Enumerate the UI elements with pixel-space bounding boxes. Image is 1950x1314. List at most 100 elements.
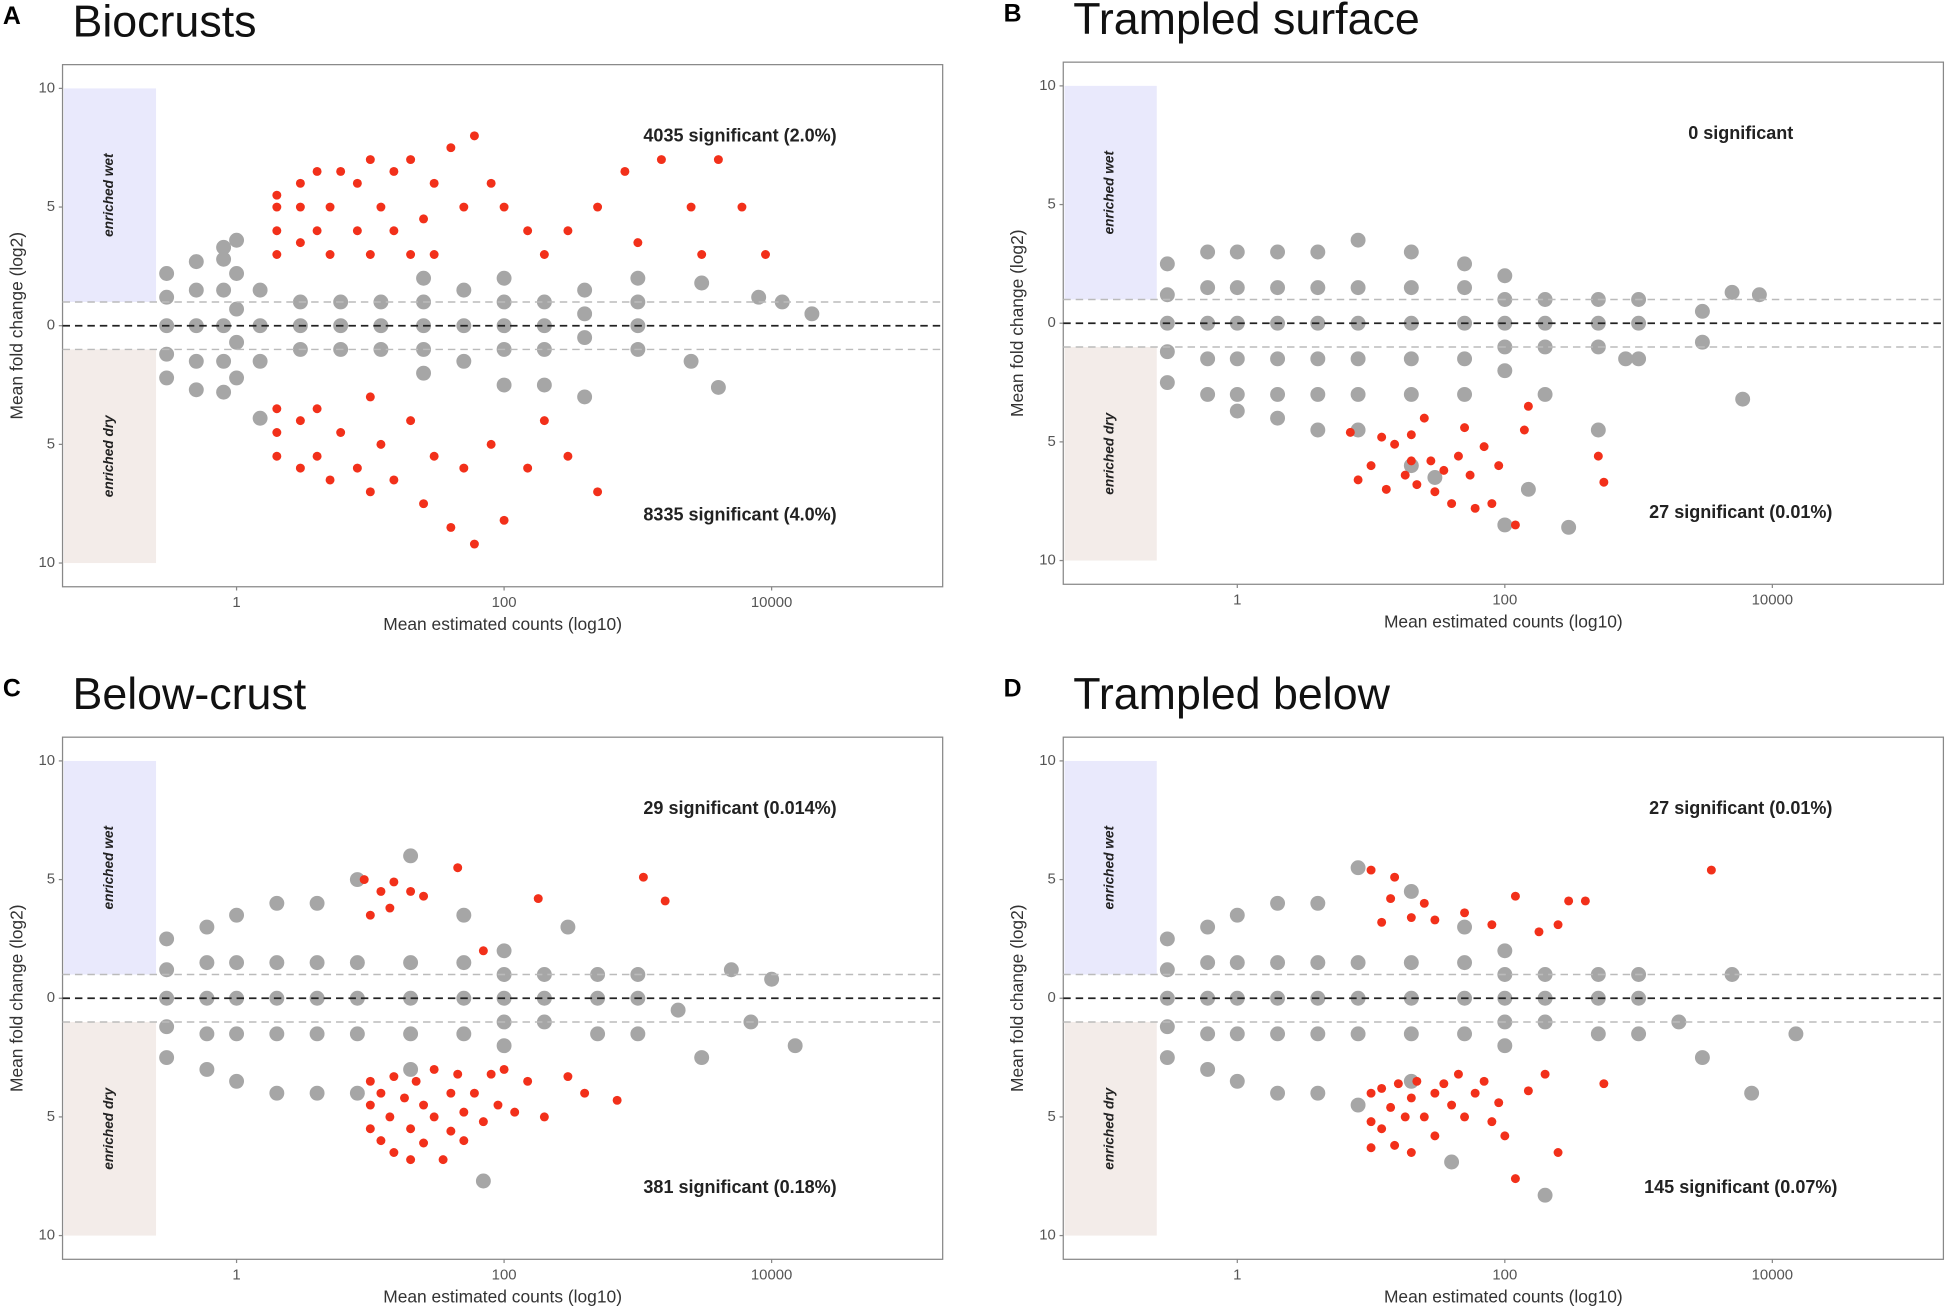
point — [1393, 1079, 1403, 1089]
point — [486, 439, 496, 449]
point — [295, 238, 305, 248]
point — [539, 1112, 549, 1122]
point — [1419, 413, 1429, 423]
point — [1310, 1085, 1326, 1101]
point — [486, 1069, 496, 1079]
point — [1200, 990, 1216, 1006]
point — [1403, 280, 1419, 296]
point — [389, 166, 399, 176]
point — [1229, 244, 1245, 260]
point — [272, 202, 282, 212]
point — [352, 178, 362, 188]
point — [1350, 386, 1366, 402]
point — [295, 463, 305, 473]
point — [1229, 403, 1245, 419]
point — [670, 1002, 686, 1018]
point — [1381, 484, 1391, 494]
point — [486, 178, 496, 188]
point — [686, 202, 696, 212]
x-tick-label: 1 — [232, 1267, 240, 1283]
point — [352, 463, 362, 473]
point — [359, 875, 369, 885]
point — [533, 894, 543, 904]
point — [1229, 1073, 1245, 1089]
point — [1430, 915, 1440, 925]
point — [336, 166, 346, 176]
point — [365, 392, 375, 402]
point — [539, 416, 549, 426]
point — [630, 270, 646, 286]
point — [1724, 284, 1740, 300]
annotation: 29 significant (0.014%) — [643, 798, 836, 818]
point — [1229, 280, 1245, 296]
y-axis-label: Mean fold change (log2) — [6, 232, 26, 420]
point — [229, 266, 245, 281]
point — [1457, 386, 1473, 402]
y-tick-label: 0 — [47, 318, 55, 334]
point — [325, 475, 335, 485]
band — [63, 88, 157, 302]
x-tick-label: 100 — [1492, 1267, 1517, 1283]
point — [389, 475, 399, 485]
panel: A Biocrusts enriched wet enriched dry 10 5 0 5 1… — [3, 0, 944, 634]
annotation: 27 significant (0.01%) — [1649, 502, 1832, 522]
point — [272, 451, 282, 461]
y-tick-label: 5 — [1048, 196, 1056, 212]
point — [456, 1026, 472, 1042]
point — [1534, 927, 1544, 937]
point — [159, 370, 175, 386]
point — [373, 294, 389, 310]
point — [1694, 303, 1710, 319]
annotation: 8335 significant (4.0%) — [643, 505, 836, 525]
point — [580, 1088, 590, 1098]
band — [63, 760, 157, 975]
y-tick-label: 5 — [1048, 434, 1056, 450]
point — [406, 155, 416, 165]
panel-letter: C — [3, 675, 21, 703]
point — [1430, 1131, 1440, 1141]
chart-title: Below-crust — [72, 669, 306, 719]
x-tick-label: 100 — [492, 595, 517, 611]
point — [560, 919, 576, 935]
point — [406, 250, 416, 259]
point — [496, 377, 512, 393]
point — [269, 1026, 285, 1042]
point — [593, 202, 603, 212]
point — [1403, 315, 1419, 331]
point — [229, 232, 245, 248]
y-axis-label: Mean fold change (log2) — [1007, 229, 1027, 417]
x-tick-label: 10000 — [1752, 1267, 1793, 1283]
y-tick-label: 10 — [38, 80, 55, 96]
point — [1453, 1069, 1463, 1079]
point — [1444, 1154, 1460, 1170]
point — [1377, 432, 1387, 442]
point — [459, 1136, 469, 1146]
point — [1706, 865, 1716, 875]
point — [1159, 256, 1175, 272]
point — [1599, 477, 1609, 487]
point — [1159, 344, 1175, 360]
point — [1390, 872, 1400, 882]
point — [1553, 920, 1563, 930]
point — [1310, 386, 1326, 402]
point — [1270, 280, 1286, 296]
point — [1590, 1026, 1606, 1042]
point — [403, 990, 419, 1006]
y-tick-label: 10 — [1039, 552, 1056, 568]
point — [1497, 1038, 1513, 1054]
point — [1270, 386, 1286, 402]
point — [411, 1076, 421, 1086]
panel: D Trampled below enriched wet enriched dry 1… — [1004, 669, 1945, 1306]
point — [406, 416, 416, 426]
point — [496, 943, 512, 959]
point — [1487, 499, 1497, 509]
point — [1310, 955, 1326, 971]
point — [1510, 891, 1520, 901]
point — [446, 143, 456, 153]
point — [1270, 351, 1286, 367]
point — [1390, 439, 1400, 449]
annotation: 381 significant (0.18%) — [643, 1177, 836, 1197]
point — [590, 1026, 606, 1042]
band-label: enriched dry — [1102, 1086, 1117, 1169]
